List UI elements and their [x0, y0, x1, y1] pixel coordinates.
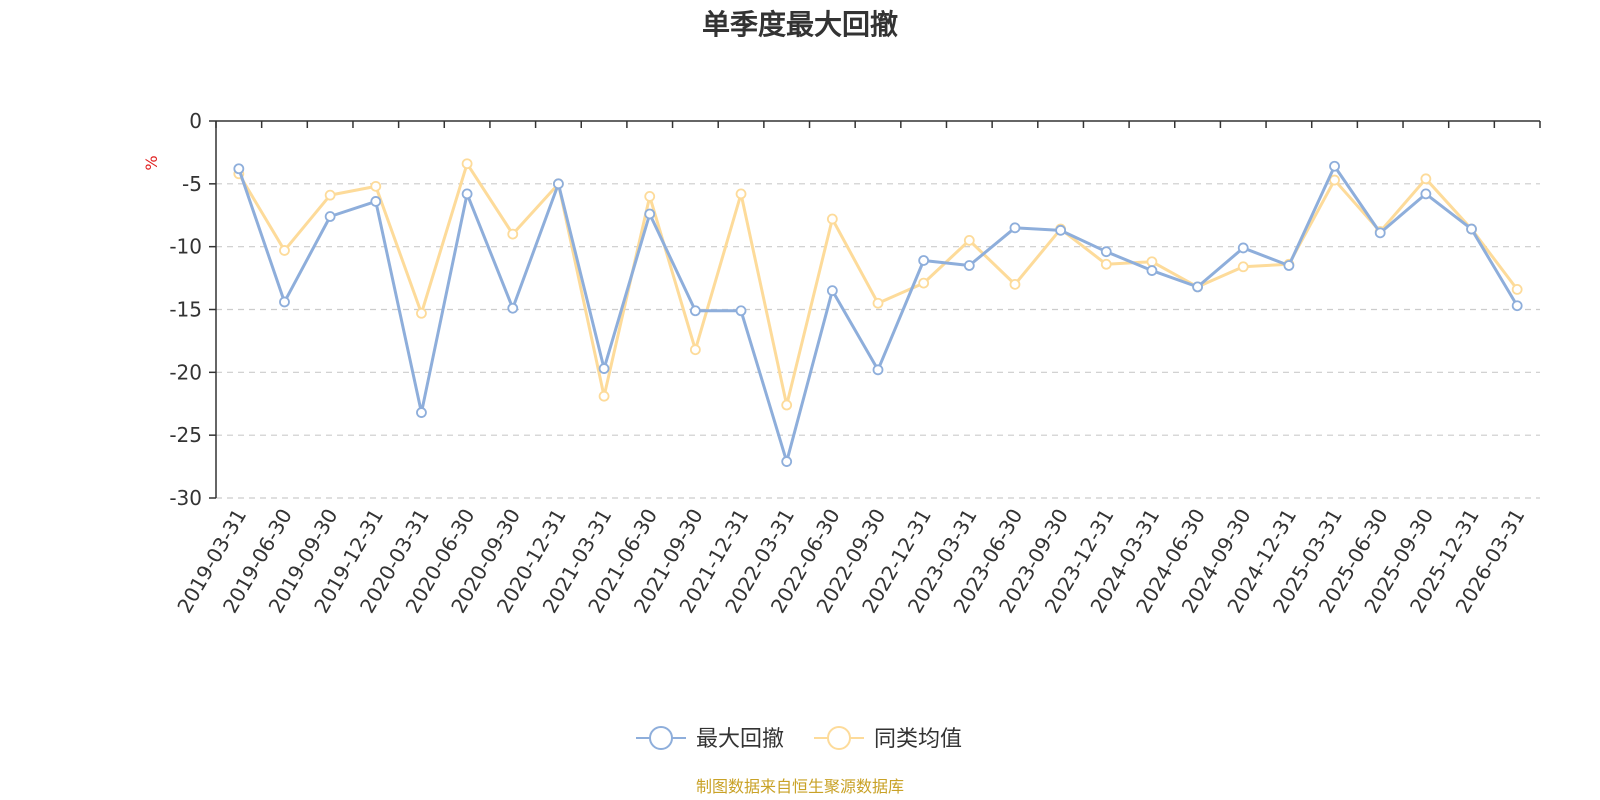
data-point[interactable]	[1420, 173, 1432, 185]
data-point[interactable]	[781, 456, 793, 467]
y-tick-label: -5	[182, 172, 202, 196]
data-point[interactable]	[826, 213, 838, 225]
data-point[interactable]	[1329, 160, 1340, 172]
data-point[interactable]	[1237, 261, 1249, 273]
legend-marker-icon	[649, 726, 673, 750]
data-point[interactable]	[872, 364, 884, 376]
legend-marker-icon	[827, 726, 851, 750]
data-point[interactable]	[461, 158, 473, 170]
data-point[interactable]	[1374, 227, 1386, 239]
data-point[interactable]	[279, 296, 290, 308]
data-point[interactable]	[1009, 278, 1021, 290]
data-point[interactable]	[1466, 223, 1477, 235]
y-tick-label: -25	[169, 423, 202, 447]
data-point[interactable]	[1009, 222, 1021, 234]
data-point[interactable]	[507, 302, 519, 314]
legend-item-max-drawdown[interactable]: 最大回撤	[636, 726, 784, 752]
data-point[interactable]	[324, 189, 336, 201]
chart-title: 单季度最大回撤	[702, 8, 898, 41]
data-point[interactable]	[1146, 265, 1158, 276]
data-point[interactable]	[1511, 300, 1523, 312]
axes	[209, 120, 1541, 499]
data-point[interactable]	[781, 399, 793, 411]
y-axis-unit-label: %	[142, 155, 161, 170]
data-point[interactable]	[1511, 283, 1523, 295]
data-point[interactable]	[416, 307, 427, 319]
data-point[interactable]	[1283, 260, 1295, 271]
data-point[interactable]	[1329, 174, 1340, 186]
data-point[interactable]	[324, 211, 336, 222]
data-point[interactable]	[461, 188, 473, 200]
data-point[interactable]	[644, 208, 656, 220]
data-point[interactable]	[918, 277, 930, 289]
grid-lines	[216, 183, 1540, 499]
data-point[interactable]	[689, 344, 701, 356]
series-lines	[233, 158, 1523, 467]
data-point[interactable]	[1146, 256, 1158, 268]
series-max-drawdown	[233, 160, 1523, 467]
y-tick-label: -20	[169, 360, 202, 384]
data-point[interactable]	[872, 297, 884, 309]
data-point[interactable]	[1237, 242, 1249, 254]
y-tick-label: -10	[169, 235, 202, 259]
legend[interactable]: 最大回撤 同类均值	[636, 726, 962, 752]
data-point[interactable]	[1420, 188, 1432, 200]
data-point[interactable]	[963, 260, 975, 271]
data-point[interactable]	[735, 188, 747, 200]
data-point[interactable]	[279, 245, 290, 256]
data-point[interactable]	[1100, 246, 1112, 258]
legend-item-peer-average[interactable]: 同类均值	[814, 726, 962, 752]
data-point[interactable]	[598, 363, 610, 374]
data-point[interactable]	[735, 305, 747, 317]
data-point[interactable]	[370, 180, 382, 192]
series-line	[237, 164, 1519, 464]
y-tick-label: 0	[189, 109, 202, 133]
data-point[interactable]	[918, 255, 930, 266]
data-point[interactable]	[644, 190, 656, 202]
y-tick-label: -15	[169, 298, 202, 322]
legend-label: 同类均值	[874, 727, 962, 752]
data-point[interactable]	[370, 196, 382, 207]
data-point[interactable]	[598, 390, 610, 402]
data-point[interactable]	[963, 234, 975, 246]
data-point[interactable]	[233, 163, 245, 175]
data-point[interactable]	[689, 305, 701, 317]
data-point[interactable]	[1100, 258, 1112, 270]
data-source-note: 制图数据来自恒生聚源数据库	[696, 777, 904, 796]
data-point[interactable]	[553, 178, 564, 190]
data-point[interactable]	[507, 228, 519, 240]
data-point[interactable]	[416, 407, 427, 418]
legend-label: 最大回撤	[696, 727, 784, 752]
y-tick-label: -30	[169, 486, 202, 510]
data-point[interactable]	[1055, 224, 1067, 236]
data-point[interactable]	[1192, 281, 1203, 293]
data-point[interactable]	[826, 285, 838, 297]
y-tick-labels: 0 -5 -10 -15 -20 -25 -30	[169, 109, 202, 510]
x-tick-labels: 2019-03-312019-06-302019-09-302019-12-31…	[172, 505, 1529, 618]
